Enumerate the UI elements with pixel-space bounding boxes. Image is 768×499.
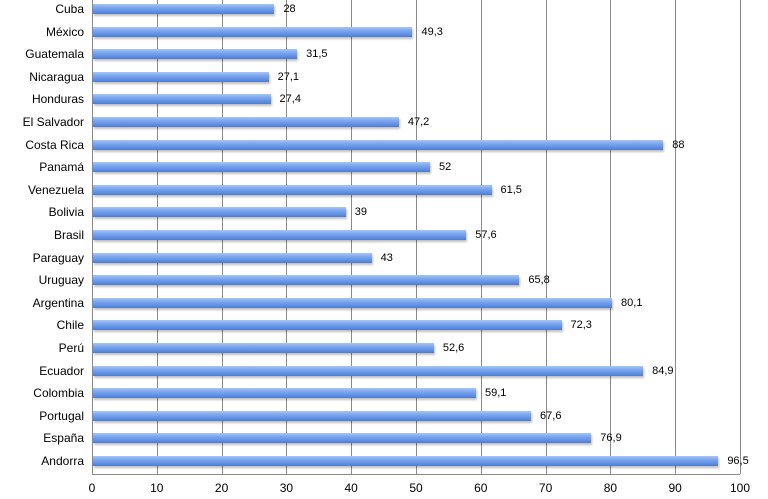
category-label: Bolivia — [48, 205, 84, 220]
data-label: 72,3 — [570, 319, 592, 332]
gridline — [740, 0, 741, 474]
x-tick-label: 20 — [214, 481, 229, 495]
data-label: 52 — [438, 161, 452, 174]
bar — [93, 49, 298, 60]
bar — [93, 207, 346, 218]
bar — [93, 275, 520, 286]
x-tick-label: 10 — [150, 481, 164, 495]
x-tick-label: 70 — [538, 481, 553, 495]
bar — [93, 184, 492, 195]
category-label: Ecuador — [39, 363, 84, 378]
category-label: España — [43, 431, 84, 446]
data-label: 47,2 — [407, 116, 430, 128]
bar — [93, 162, 430, 173]
x-tick-label: 30 — [279, 481, 294, 495]
gridline — [480, 0, 482, 474]
data-label: 52,6 — [442, 342, 465, 354]
x-tick-label: 80 — [603, 481, 618, 495]
data-label: 57,6 — [475, 229, 497, 241]
bar — [93, 230, 467, 240]
bar — [93, 252, 372, 263]
category-label: Andorra — [41, 454, 84, 468]
data-label: 39 — [354, 206, 367, 219]
data-label: 61,5 — [500, 183, 522, 196]
category-label: Venezuela — [27, 182, 84, 197]
data-label: 27,4 — [279, 93, 301, 106]
data-label: 43 — [380, 251, 393, 264]
x-axis-line — [92, 474, 740, 475]
category-label: Portugal — [39, 408, 84, 423]
bar — [93, 410, 532, 421]
x-tick-label: 50 — [409, 481, 423, 495]
category-label: El Salvador — [22, 115, 84, 129]
category-label: Uruguay — [38, 273, 84, 288]
category-label: Chile — [56, 318, 84, 333]
category-label: Costa Rica — [25, 137, 84, 152]
gridline — [675, 0, 677, 474]
data-label: 28 — [283, 3, 296, 15]
data-label: 67,6 — [540, 409, 562, 422]
bar — [93, 388, 476, 399]
category-label: México — [45, 24, 84, 39]
bar — [93, 456, 719, 466]
x-tick-label: 60 — [474, 481, 488, 495]
bar — [93, 26, 413, 37]
y-axis-line — [92, 0, 93, 474]
gridline — [610, 0, 612, 474]
category-label: Honduras — [31, 92, 84, 107]
bar — [93, 433, 592, 444]
data-label: 27,1 — [277, 70, 300, 83]
data-label: 65,8 — [528, 274, 550, 287]
data-label: 88 — [672, 138, 685, 151]
x-tick-label: 100 — [729, 481, 751, 495]
category-label: Cuba — [55, 2, 84, 16]
x-tick-label: 0 — [88, 481, 96, 495]
bar — [93, 4, 275, 14]
category-label: Guatemala — [25, 47, 84, 62]
category-label: Brasil — [53, 228, 84, 242]
bar — [93, 94, 271, 105]
category-label: Paraguay — [32, 250, 84, 265]
category-label: Nicaragua — [29, 69, 84, 84]
bar — [93, 139, 664, 150]
plot-area: 28 49,3 31,5 27,1 27,4 47,2 88 52 61,5 39 57,6 43 65… — [92, 0, 749, 475]
bar — [93, 343, 434, 353]
data-label: 49,3 — [421, 25, 443, 38]
bar — [93, 71, 269, 82]
data-label: 80,1 — [621, 296, 643, 309]
category-label: Perú — [58, 341, 84, 355]
bar — [93, 297, 613, 308]
data-label: 76,9 — [600, 432, 622, 445]
data-label: 84,9 — [652, 364, 674, 377]
data-label: 59,1 — [484, 387, 507, 400]
category-label: Panamá — [39, 160, 84, 175]
bar — [93, 117, 399, 127]
bar — [93, 320, 562, 331]
gridline — [545, 0, 547, 474]
bar — [93, 365, 644, 376]
category-label: Colombia — [33, 386, 84, 401]
category-label: Argentina — [32, 295, 84, 310]
x-tick-label: 40 — [344, 481, 358, 495]
data-label: 31,5 — [306, 48, 328, 61]
data-label: 96,5 — [727, 455, 749, 467]
x-tick-label: 90 — [668, 481, 682, 495]
